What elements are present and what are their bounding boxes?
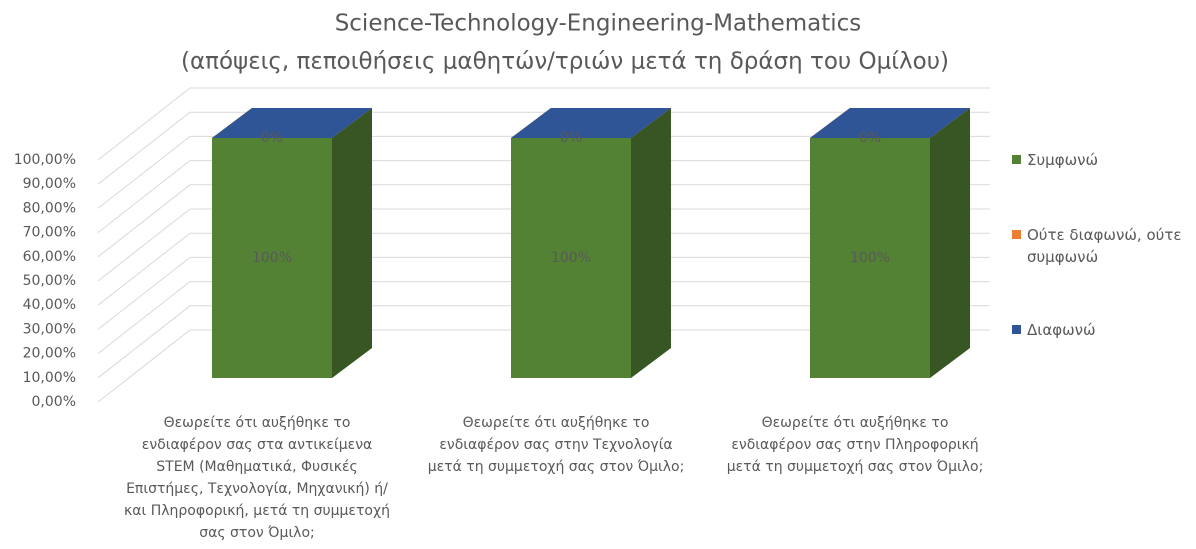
chart-title: Science-Technology-Engineering-Mathemati… bbox=[335, 11, 862, 37]
legend-marker bbox=[1012, 325, 1021, 334]
bar-side bbox=[631, 108, 671, 378]
legend-label: Ούτε διαφωνώ, ούτε συμφωνώ bbox=[1027, 226, 1182, 266]
bar-top bbox=[810, 108, 970, 138]
bar-side bbox=[930, 108, 970, 378]
y-tick-label: 100,00% bbox=[14, 152, 76, 168]
bar-front bbox=[511, 138, 631, 378]
data-label: 0% bbox=[560, 130, 582, 146]
bar-segment bbox=[212, 108, 372, 378]
bar-front bbox=[212, 138, 332, 378]
bar-front bbox=[810, 138, 930, 378]
data-label: 100% bbox=[252, 250, 292, 266]
grid-line bbox=[97, 305, 990, 379]
bar-segment bbox=[810, 108, 970, 378]
bar-segment bbox=[511, 108, 671, 138]
legend-label: Συμφωνώ bbox=[1027, 151, 1099, 169]
bar-side bbox=[332, 108, 372, 378]
data-label: 100% bbox=[551, 250, 591, 266]
y-tick-label: 0,00% bbox=[32, 394, 76, 410]
grid-line bbox=[97, 135, 990, 209]
grid-line bbox=[97, 208, 990, 282]
legend-marker bbox=[1012, 230, 1021, 239]
y-tick-label: 90,00% bbox=[23, 176, 76, 192]
grid-line bbox=[97, 184, 990, 258]
y-tick-label: 70,00% bbox=[23, 225, 76, 241]
y-tick-label: 10,00% bbox=[23, 370, 76, 386]
x-tick-label: Θεωρείτε ότι αυξήθηκε το ενδιαφέρον σας … bbox=[726, 415, 984, 475]
bar-segment bbox=[212, 108, 372, 138]
x-tick-label: Θεωρείτε ότι αυξήθηκε το ενδιαφέρον σας … bbox=[427, 415, 685, 475]
legend-label: Διαφωνώ bbox=[1027, 321, 1096, 339]
data-label: 100% bbox=[850, 250, 890, 266]
x-tick-label: Θεωρείτε ότι αυξήθηκε το ενδιαφέρον σας … bbox=[124, 415, 390, 541]
data-label: 0% bbox=[859, 130, 881, 146]
chart-subtitle: (απόψεις, πεποιθήσεις μαθητών/τριών μετά… bbox=[181, 49, 949, 75]
y-tick-label: 50,00% bbox=[23, 273, 76, 289]
grid-line bbox=[97, 329, 990, 403]
y-tick-label: 20,00% bbox=[23, 346, 76, 362]
bar-top bbox=[212, 108, 372, 138]
bar-segment bbox=[511, 108, 671, 378]
y-tick-label: 40,00% bbox=[23, 297, 76, 313]
grid-line bbox=[97, 232, 990, 306]
data-label: 0% bbox=[261, 130, 283, 146]
y-tick-label: 30,00% bbox=[23, 321, 76, 337]
y-tick-label: 60,00% bbox=[23, 249, 76, 265]
bar-segment bbox=[810, 108, 970, 138]
legend-marker bbox=[1012, 155, 1021, 164]
y-tick-label: 80,00% bbox=[23, 200, 76, 216]
grid-line bbox=[97, 111, 990, 185]
grid-line bbox=[97, 87, 990, 161]
grid-line bbox=[97, 160, 990, 233]
grid-line bbox=[97, 256, 990, 330]
grid-line bbox=[97, 281, 990, 354]
bar-top bbox=[511, 108, 671, 138]
